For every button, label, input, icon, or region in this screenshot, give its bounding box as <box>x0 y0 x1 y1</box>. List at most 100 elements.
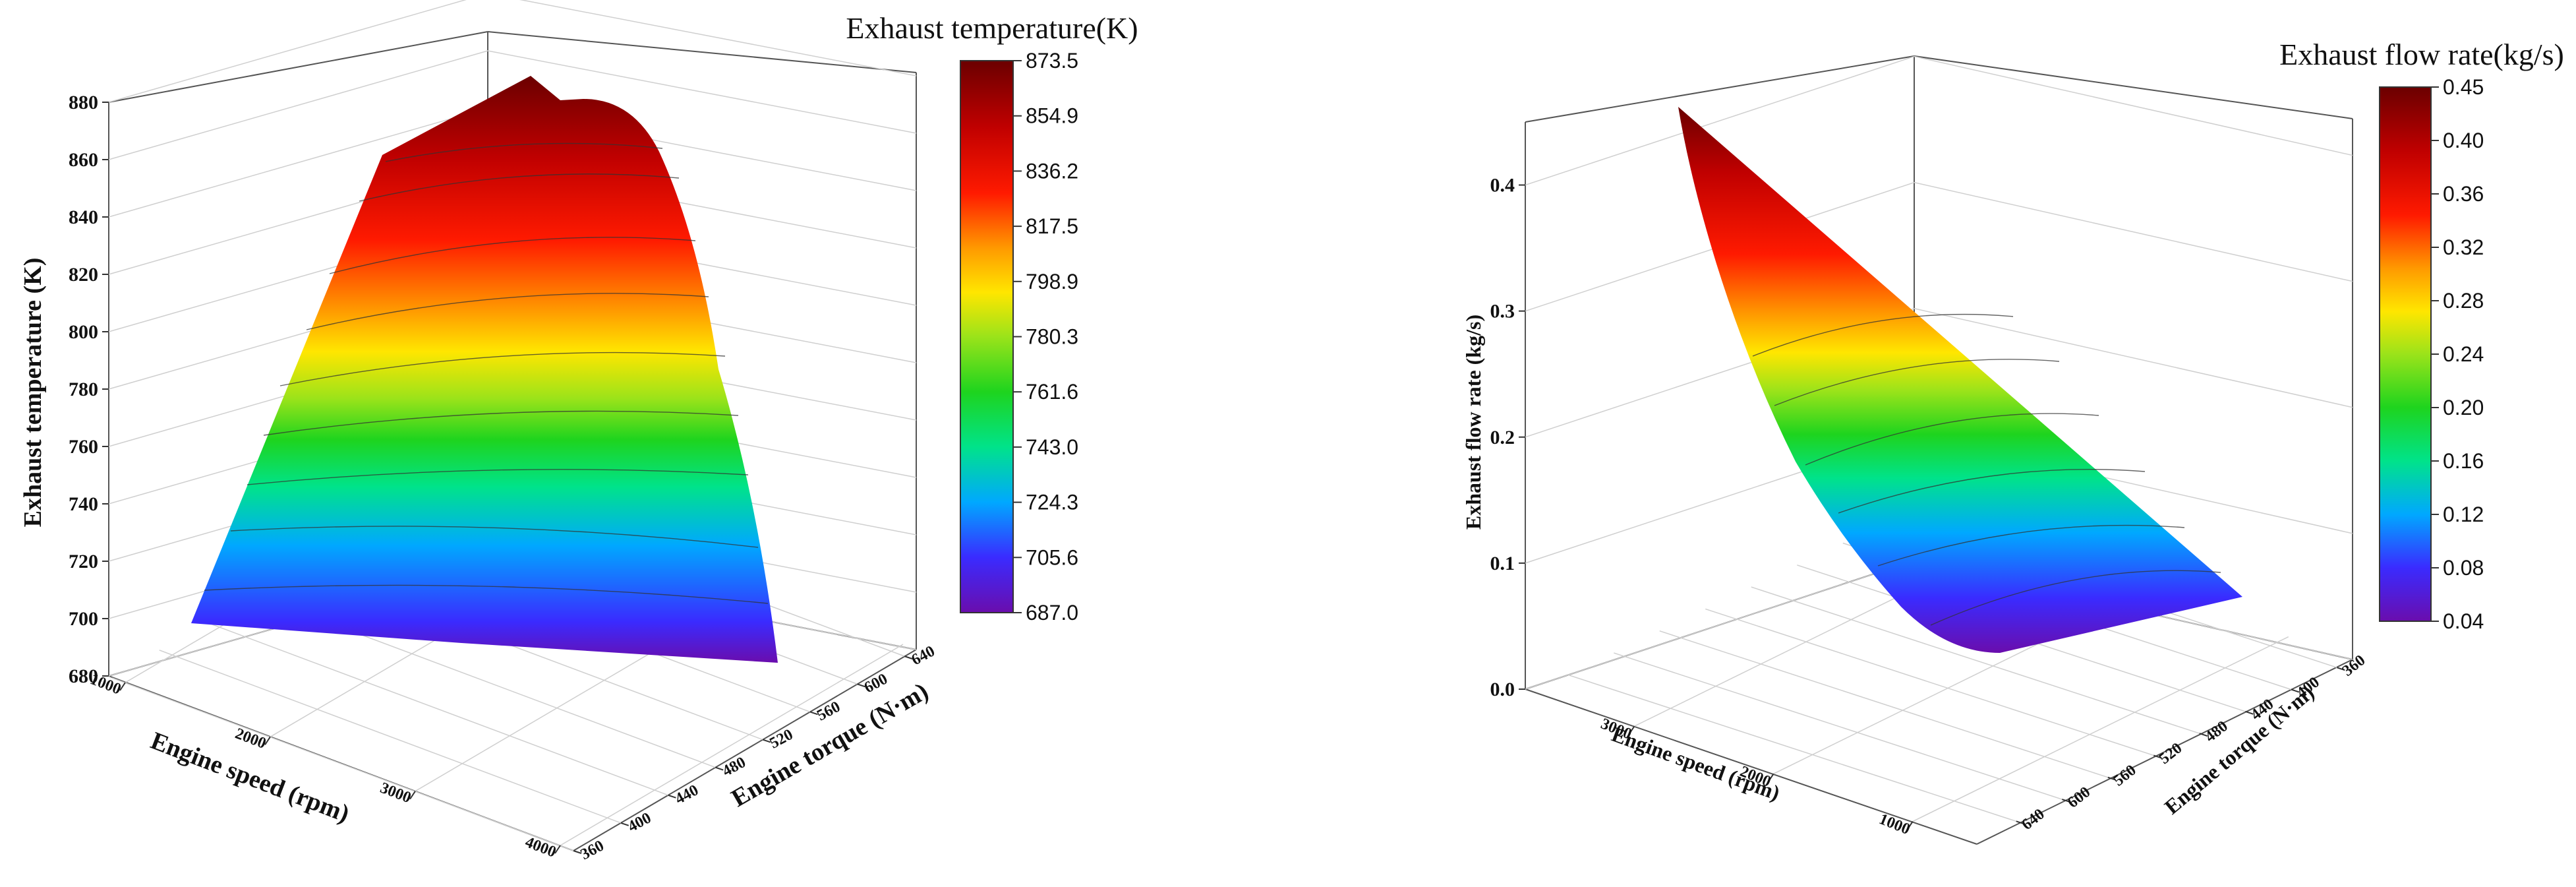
y-tick-mark <box>573 850 582 854</box>
grid-line <box>108 0 467 103</box>
z-tick-label: 0.1 <box>1490 553 1515 574</box>
contour-line <box>359 173 680 202</box>
grid-line <box>1914 55 2353 156</box>
contour-line <box>1805 413 2099 466</box>
y-axis-label: Engine torque (N·m) <box>727 677 933 812</box>
y-tick-mark <box>715 766 724 771</box>
y-tick-label: 360 <box>2339 652 2368 680</box>
colorbar-tick-label: 0.36 <box>2443 182 2484 206</box>
colorbar-tick-label: 761.6 <box>1026 380 1078 404</box>
temperature-chart-panel: 680 700 720 740 760 780 800 820 840 860 880 1000 20… <box>19 0 1138 863</box>
z-tick-label: 0.2 <box>1490 427 1515 448</box>
contour-line <box>385 142 663 162</box>
y-tick-mark <box>809 711 818 716</box>
y-tick-mark <box>762 739 771 743</box>
x-tick-label: 3000 <box>378 780 413 807</box>
z-tick-label: 720 <box>69 551 98 572</box>
grid-line <box>159 650 621 824</box>
contour-line <box>263 410 739 436</box>
z-tick-label: 800 <box>69 321 98 343</box>
z-tick-label: 680 <box>69 665 98 687</box>
x-tick-mark <box>1906 821 1914 830</box>
colorbar-ticks: 873.5 854.9 836.2 817.5 798.9 780.3 761.6 743.0… <box>1013 49 1078 625</box>
z-tick-label: 0.3 <box>1490 301 1515 322</box>
grid-line <box>1525 55 1915 186</box>
x-tick-label: 2000 <box>233 725 268 752</box>
surface-contour-lines <box>204 142 769 604</box>
z-tick-label: 0.4 <box>1490 175 1515 197</box>
x-tick-mark <box>409 791 416 800</box>
grid-line <box>206 622 668 796</box>
grid-line <box>1705 608 2154 756</box>
colorbar-tick-label: 0.45 <box>2443 75 2484 99</box>
temperature-surface-chart: 680 700 720 740 760 780 800 820 840 860 880 1000 20… <box>19 0 1138 863</box>
colorbar-tick-label: 0.28 <box>2443 289 2484 313</box>
z-tick-label: 740 <box>69 493 98 515</box>
colorbar-tick-label: 854.9 <box>1026 104 1078 128</box>
temperature-surface <box>191 76 778 663</box>
x-axis-ticks: 1000 2000 3000 4000 <box>88 671 561 861</box>
y-tick-label: 360 <box>578 837 607 863</box>
grid-line <box>487 50 917 134</box>
colorbar-tick-label: 0.40 <box>2443 129 2484 152</box>
colorbar-tick-label: 743.0 <box>1026 435 1078 459</box>
y-tick-label: 560 <box>814 698 843 725</box>
z-tick-label: 0.0 <box>1490 679 1515 700</box>
y-tick-mark <box>2199 733 2208 737</box>
z-axis-label: Exhaust flow rate (kg/s) <box>1461 315 1485 530</box>
y-tick-label: 480 <box>720 754 749 780</box>
colorbar-tick-label: 780.3 <box>1026 325 1078 349</box>
colorbar-tick-label: 724.3 <box>1026 491 1078 514</box>
contour-line <box>279 352 726 386</box>
colorbar-ticks: 0.45 0.40 0.36 0.32 0.28 0.24 0.20 0.16 0.12 0.08… <box>2431 75 2484 633</box>
y-tick-label: 640 <box>909 642 938 669</box>
x-tick-label: 1000 <box>1877 811 1912 838</box>
y-tick-mark <box>2107 776 2117 781</box>
contour-line <box>230 526 759 548</box>
x-tick-mark <box>119 682 126 691</box>
grid-line <box>1751 586 2200 734</box>
colorbar-tick-label: 0.32 <box>2443 235 2484 259</box>
y-tick-mark <box>2061 799 2070 803</box>
colorbar-tick-label: 836.2 <box>1026 159 1078 183</box>
grid-line <box>1912 636 2289 822</box>
colorbar-tick-label: 798.9 <box>1026 270 1078 293</box>
colorbar-tick-label: 873.5 <box>1026 49 1078 73</box>
x-tick-mark <box>1628 725 1635 735</box>
colorbar-tick-label: 0.04 <box>2443 609 2484 633</box>
y-tick-mark <box>2153 754 2162 759</box>
grid-line <box>108 50 488 160</box>
colorbar-tick-label: 0.12 <box>2443 503 2484 526</box>
y-tick-mark <box>668 794 676 799</box>
z-axis-label: Exhaust temperature (K) <box>19 258 47 528</box>
y-tick-mark <box>2291 688 2300 693</box>
y-tick-label: 440 <box>672 781 701 808</box>
colorbar-tick-label: 0.20 <box>2443 396 2484 419</box>
y-tick-label: 600 <box>862 671 891 697</box>
y-axis-label: Engine torque (N·m) <box>2160 681 2319 819</box>
y-tick-mark <box>2244 710 2254 715</box>
y-tick-label: 400 <box>625 809 654 836</box>
colorbar-tick-label: 0.08 <box>2443 556 2484 580</box>
x-tick-label: 1000 <box>88 671 123 698</box>
contour-line <box>204 584 769 604</box>
y-tick-label: 600 <box>2064 783 2093 812</box>
flow-rate-chart-panel: 0.0 0.1 0.2 0.3 0.4 3000 2000 1000 360 400 440 48… <box>1288 0 2576 887</box>
z-tick-label: 780 <box>69 379 98 400</box>
x-axis-label: Engine speed (rpm) <box>1608 722 1783 805</box>
z-tick-label: 840 <box>69 206 98 228</box>
y-tick-mark <box>904 656 913 659</box>
y-tick-mark <box>2016 820 2025 825</box>
colorbar-title: Exhaust temperature(K) <box>846 11 1138 45</box>
grid-line <box>1525 560 1915 690</box>
contour-line <box>306 293 709 330</box>
z-tick-label: 820 <box>69 264 98 286</box>
surface-contour-lines <box>1752 313 2221 626</box>
colorbar <box>960 60 1014 613</box>
contour-line <box>1752 313 2014 357</box>
contour-line <box>247 469 749 485</box>
grid-line <box>1567 674 2016 822</box>
grid-line <box>1914 181 2353 282</box>
grid-line <box>1614 652 2063 800</box>
grid-line <box>1659 630 2109 778</box>
